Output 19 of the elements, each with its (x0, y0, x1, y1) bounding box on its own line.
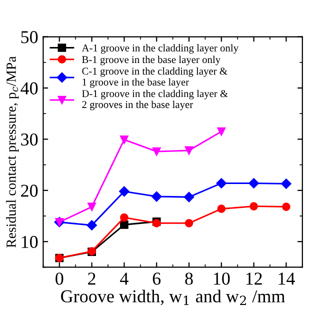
legend-label: B-1 groove in the base layer only (82, 56, 221, 66)
legend-label: A-1 groove in the cladding layer only (82, 44, 238, 54)
x-tick-label: 10 (214, 272, 230, 285)
y-tick-label: 50 (21, 31, 38, 44)
y-tick-label: 30 (21, 133, 38, 146)
legend-label: D-1 groove in the cladding layer & 2 grooves in the base layer (82, 90, 228, 110)
y-axis-title: Residual contact pressure, p$_{c}$/MPa (6, 56, 19, 248)
y-tick-label: 20 (21, 184, 38, 197)
x-tick-label: 0 (56, 272, 64, 285)
legend-label: C-1 groove in the cladding layer & 1 groove in the base layer (82, 67, 228, 88)
x-tick-label: 14 (278, 272, 295, 285)
x-axis-title: Groove width, w$_{1}$ and w$_{2}$ /mm (61, 290, 285, 306)
x-tick-label: 12 (246, 272, 262, 285)
y-tick-label: 10 (22, 236, 38, 248)
x-tick-label: 6 (152, 272, 161, 285)
y-tick-label: 40 (20, 82, 38, 94)
x-tick-label: 8 (185, 272, 193, 285)
x-tick-label: 4 (120, 272, 128, 285)
x-tick-label: 2 (88, 272, 96, 285)
